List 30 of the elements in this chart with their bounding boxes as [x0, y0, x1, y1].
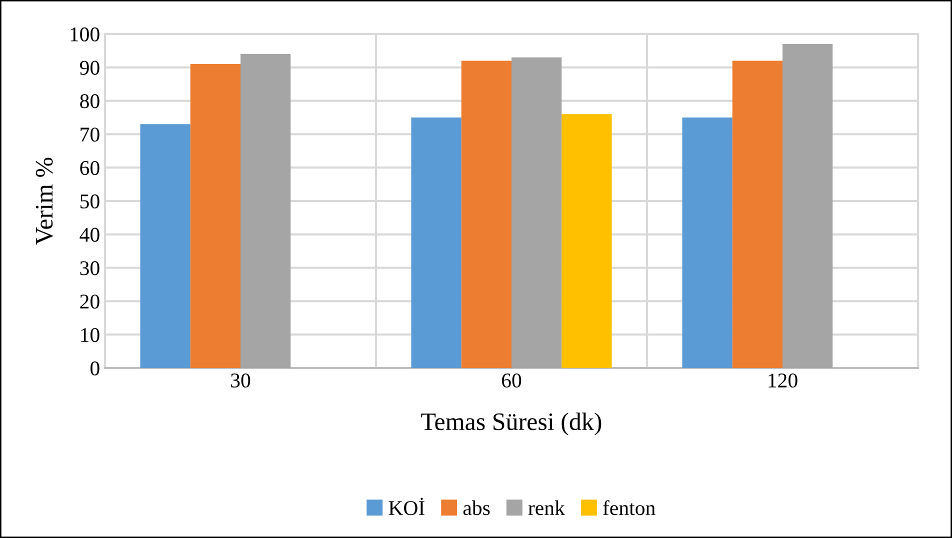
bar	[782, 44, 833, 368]
legend-label: abs	[463, 500, 490, 516]
x-tick-label: 60	[502, 373, 522, 388]
y-tick-label: 50	[80, 194, 100, 208]
x-tick-label: 30	[231, 373, 250, 388]
y-tick-label: 40	[80, 228, 100, 242]
x-axis-title: Temas Süresi (dk)	[421, 412, 602, 436]
y-tick-label: 0	[90, 361, 100, 376]
y-tick-label: 30	[80, 261, 100, 276]
bar	[140, 124, 190, 368]
bar	[562, 114, 612, 368]
y-tick-label: 80	[80, 94, 100, 108]
bar	[732, 60, 782, 368]
y-tick-label: 10	[81, 328, 100, 342]
legend-label: KOİ	[388, 498, 424, 516]
bar	[190, 64, 240, 368]
y-tick-label: 90	[80, 60, 100, 75]
bar	[682, 118, 732, 368]
bar	[461, 60, 512, 368]
y-axis-title: Verim %	[36, 158, 53, 245]
bar	[512, 57, 562, 368]
bar	[411, 118, 462, 368]
y-tick-label: 70	[80, 128, 100, 142]
x-tick-label: 120	[768, 373, 798, 388]
y-tick-label: 100	[70, 27, 100, 42]
legend-label: renk	[528, 500, 565, 516]
bar	[240, 54, 291, 368]
y-tick-label: 60	[80, 160, 100, 176]
y-tick-label: 20	[80, 294, 100, 309]
legend-label: fenton	[603, 500, 656, 516]
